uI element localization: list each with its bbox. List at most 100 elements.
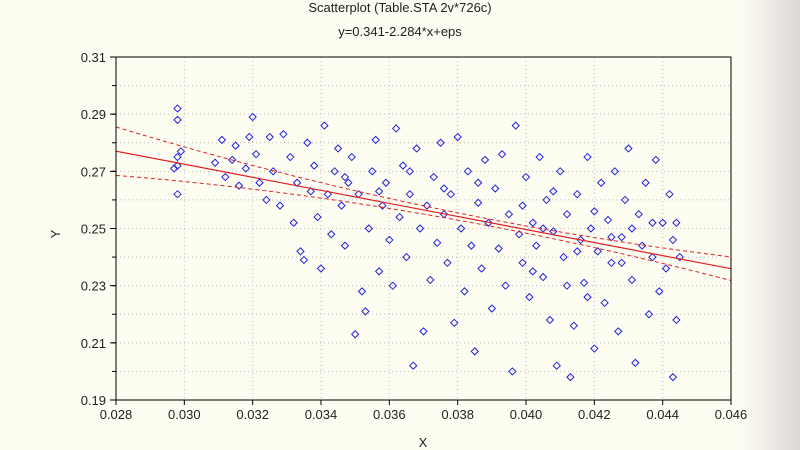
data-point <box>422 201 432 210</box>
data-point <box>398 161 408 170</box>
data-point <box>631 358 640 368</box>
y-tick-label: 0.25 <box>81 222 106 237</box>
data-point <box>432 238 442 247</box>
data-point <box>473 198 483 207</box>
y-tick-label: 0.27 <box>81 164 106 179</box>
data-point <box>412 144 421 153</box>
data-point <box>320 121 329 130</box>
data-point <box>552 361 561 370</box>
data-point <box>234 181 244 190</box>
data-point <box>514 230 524 239</box>
data-point <box>617 258 626 268</box>
y-tick-label: 0.23 <box>81 279 106 294</box>
data-point <box>528 218 538 227</box>
data-point <box>402 252 411 262</box>
chart-subtitle: y=0.341-2.284*x+eps <box>338 24 462 39</box>
data-point <box>255 178 264 187</box>
data-point <box>668 372 678 382</box>
data-point <box>316 264 326 273</box>
data-point <box>275 201 285 210</box>
data-point <box>586 224 596 233</box>
data-point <box>327 230 336 239</box>
data-point <box>641 178 650 187</box>
data-point <box>286 152 295 162</box>
data-point <box>607 232 616 242</box>
data-point <box>296 247 305 256</box>
y-tick-label: 0.29 <box>81 107 106 122</box>
data-point <box>231 141 240 150</box>
data-point <box>518 258 527 268</box>
data-point <box>456 224 466 233</box>
data-point <box>395 212 404 222</box>
data-point <box>593 247 602 256</box>
data-point <box>555 167 565 176</box>
x-tick-label: 0.028 <box>100 407 133 422</box>
data-point <box>467 241 476 250</box>
regression-line <box>115 150 732 270</box>
data-point <box>436 138 445 147</box>
data-point <box>665 189 674 199</box>
data-point <box>299 255 309 265</box>
data-point <box>542 195 551 205</box>
data-point <box>559 252 568 262</box>
data-point <box>268 167 278 176</box>
data-point <box>634 210 643 219</box>
data-point <box>590 207 599 216</box>
data-point <box>617 232 626 242</box>
data-point <box>374 267 384 276</box>
data-point <box>655 287 664 296</box>
data-point <box>426 275 435 285</box>
data-point <box>415 224 425 233</box>
data-point <box>573 247 582 256</box>
x-axis-label: X <box>419 435 428 450</box>
confidence-upper <box>115 126 732 258</box>
x-tick-label: 0.036 <box>373 407 406 422</box>
data-point <box>596 178 606 187</box>
data-point <box>323 189 333 199</box>
y-axis-label: Y <box>48 229 63 238</box>
data-point <box>545 315 555 325</box>
data-point <box>637 241 647 250</box>
data-point <box>429 172 438 182</box>
data-point <box>651 155 661 165</box>
data-point <box>241 164 251 173</box>
data-point <box>549 187 558 196</box>
data-point <box>661 264 671 273</box>
data-point <box>463 167 473 176</box>
confidence-lower <box>115 174 732 282</box>
data-point <box>357 287 367 296</box>
x-tick-label: 0.030 <box>168 407 201 422</box>
data-point <box>303 138 312 147</box>
data-point <box>480 155 490 165</box>
data-point <box>173 189 182 199</box>
y-tick-label: 0.31 <box>81 50 106 65</box>
background-edge <box>740 0 800 450</box>
data-point <box>504 210 514 219</box>
data-point <box>607 258 616 268</box>
data-point <box>381 178 391 187</box>
data-point <box>439 184 449 193</box>
data-point <box>648 252 657 262</box>
data-point <box>169 164 179 173</box>
data-point <box>248 112 257 122</box>
x-tick-label: 0.040 <box>510 407 543 422</box>
data-point <box>675 252 684 262</box>
x-tick-label: 0.044 <box>646 407 679 422</box>
data-point <box>364 224 374 233</box>
data-point <box>511 121 520 130</box>
data-point <box>347 152 356 162</box>
data-point <box>535 152 544 162</box>
data-point <box>385 235 394 245</box>
data-point <box>313 212 322 222</box>
data-point <box>473 178 483 187</box>
data-point <box>508 367 517 376</box>
data-point <box>245 132 254 142</box>
data-point <box>405 189 415 199</box>
data-point <box>340 172 350 182</box>
data-point <box>361 307 370 316</box>
data-point <box>672 315 681 325</box>
data-point <box>525 292 534 302</box>
data-point <box>521 172 531 182</box>
data-point <box>176 147 186 156</box>
data-point <box>538 224 548 233</box>
